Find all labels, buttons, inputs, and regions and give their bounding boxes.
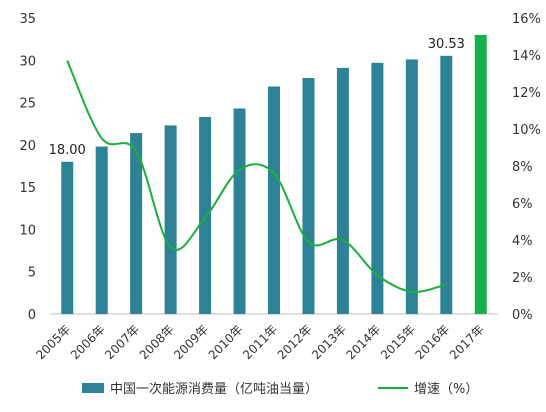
y-left-tick-label: 25: [19, 97, 36, 112]
data-label: 18.00: [49, 143, 86, 158]
x-tick-label: 2011年: [240, 322, 280, 362]
x-tick-label: 2007年: [102, 322, 142, 362]
y-right-tick-label: 4%: [512, 234, 533, 249]
x-tick-label: 2008年: [137, 322, 177, 362]
x-tick-label: 2015年: [378, 322, 418, 362]
bar: [95, 146, 108, 314]
y-right-tick-label: 0%: [512, 308, 533, 323]
y-right-tick-label: 6%: [512, 197, 533, 212]
x-tick-label: 2017年: [447, 322, 487, 362]
bar: [336, 67, 349, 314]
y-right-tick-label: 12%: [512, 86, 541, 101]
legend-label-consumption: 中国一次能源消费量（亿吨油当量）: [110, 382, 319, 397]
x-tick-label: 2010年: [206, 322, 246, 362]
bar: [371, 62, 384, 314]
y-right-tick-label: 16%: [512, 12, 541, 27]
growth-line: [66, 60, 447, 293]
x-tick-label: 2013年: [309, 322, 349, 362]
bar: [268, 86, 280, 314]
y-left-tick-label: 20: [19, 139, 36, 154]
y-right-tick-label: 10%: [512, 123, 541, 138]
y-right-tick-label: 8%: [512, 160, 533, 175]
y-left-tick-label: 15: [19, 181, 36, 196]
legend-label-growth: 增速（%）: [414, 382, 479, 397]
data-label: 30.53: [428, 37, 465, 52]
x-tick-label: 2009年: [171, 322, 211, 362]
bar: [130, 133, 143, 314]
y-left-tick-label: 0: [28, 308, 36, 323]
y-right-tick-label: 2%: [512, 271, 533, 286]
x-tick-label: 2005年: [33, 322, 73, 362]
y-left-tick-label: 10: [19, 223, 36, 238]
bar: [199, 116, 212, 314]
bar: [164, 125, 177, 314]
bar: [440, 55, 453, 314]
bar: [474, 34, 487, 315]
bar: [302, 78, 315, 314]
x-tick-label: 2012年: [275, 322, 315, 362]
y-right-tick-label: 14%: [512, 49, 541, 64]
chart-legend: 中国一次能源消费量（亿吨油当量） 增速（%）: [0, 378, 546, 402]
y-left-tick-label: 30: [19, 54, 36, 69]
legend-swatch-bar: [82, 382, 104, 393]
bar: [233, 108, 246, 315]
bar: [61, 161, 74, 314]
x-tick-label: 2006年: [68, 322, 108, 362]
x-tick-label: 2016年: [412, 322, 452, 362]
legend-item-consumption: 中国一次能源消费量（亿吨油当量）: [82, 378, 318, 397]
legend-item-growth: 增速（%）: [378, 378, 478, 397]
y-left-tick-label: 35: [19, 12, 36, 27]
legend-swatch-line: [378, 386, 408, 389]
x-tick-label: 2014年: [344, 322, 384, 362]
y-left-tick-label: 5: [28, 266, 36, 281]
bar: [405, 59, 418, 314]
